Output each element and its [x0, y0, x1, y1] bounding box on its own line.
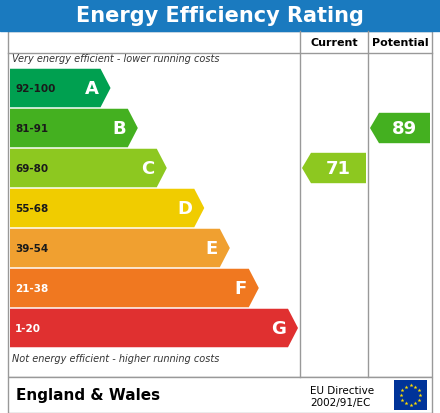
Polygon shape: [10, 109, 138, 148]
Polygon shape: [10, 229, 230, 268]
Text: Energy Efficiency Rating: Energy Efficiency Rating: [76, 6, 364, 26]
Bar: [394, 380, 427, 410]
Polygon shape: [10, 69, 110, 108]
Text: 39-54: 39-54: [15, 243, 48, 254]
Bar: [0, 0, 440, 32]
Text: E: E: [205, 240, 218, 257]
Text: 55-68: 55-68: [15, 204, 48, 214]
Text: Potential: Potential: [372, 38, 428, 48]
Text: 92-100: 92-100: [15, 84, 55, 94]
Bar: [8, 32, 432, 377]
Text: A: A: [84, 80, 99, 98]
Text: B: B: [112, 120, 126, 138]
Text: C: C: [142, 159, 155, 178]
Bar: [8, 377, 432, 413]
Polygon shape: [10, 189, 204, 228]
Polygon shape: [10, 309, 298, 347]
Polygon shape: [10, 150, 167, 188]
Text: F: F: [235, 279, 247, 297]
Text: Very energy efficient - lower running costs: Very energy efficient - lower running co…: [12, 54, 220, 64]
Text: 71: 71: [326, 159, 351, 178]
Text: 81-91: 81-91: [15, 124, 48, 134]
Text: 69-80: 69-80: [15, 164, 48, 173]
Text: D: D: [177, 199, 192, 218]
Text: England & Wales: England & Wales: [16, 387, 160, 403]
Text: Not energy efficient - higher running costs: Not energy efficient - higher running co…: [12, 353, 220, 363]
Text: 2002/91/EC: 2002/91/EC: [310, 397, 370, 407]
Text: Current: Current: [310, 38, 358, 48]
Text: 21-38: 21-38: [15, 283, 48, 293]
Polygon shape: [370, 114, 430, 144]
Text: 89: 89: [392, 120, 417, 138]
Text: EU Directive: EU Directive: [310, 385, 374, 395]
Text: G: G: [271, 319, 286, 337]
Polygon shape: [302, 153, 366, 184]
Text: 1-20: 1-20: [15, 323, 41, 333]
Polygon shape: [10, 269, 259, 308]
